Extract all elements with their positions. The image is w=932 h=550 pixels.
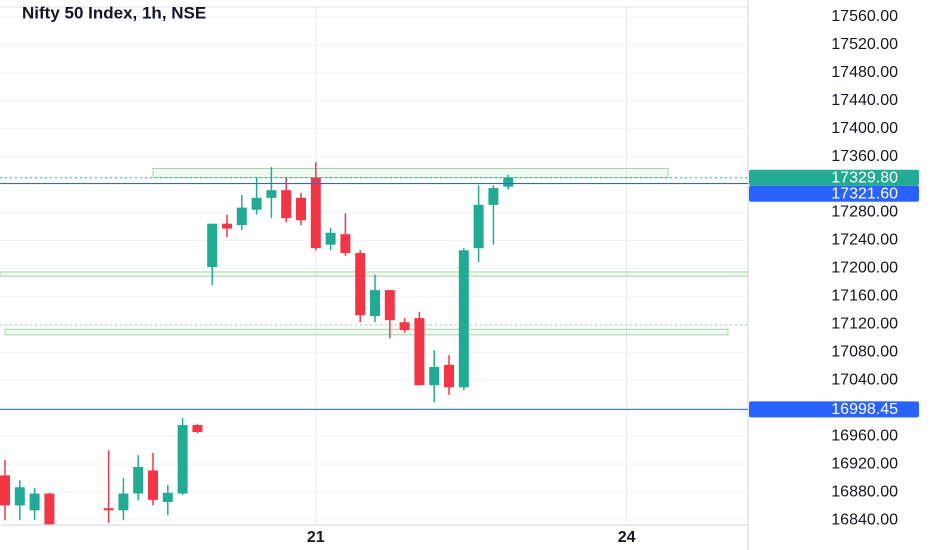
candle-body bbox=[429, 367, 440, 386]
candle-body bbox=[503, 177, 514, 187]
candle-body bbox=[192, 425, 203, 433]
price-tag-label: 17329.80 bbox=[831, 169, 898, 186]
y-tick-label: 17520.00 bbox=[831, 36, 898, 53]
y-tick-label: 16840.00 bbox=[831, 511, 898, 528]
candle-body bbox=[310, 177, 321, 249]
chart-title: Nifty 50 Index, 1h, NSE bbox=[22, 3, 206, 22]
candle-body bbox=[458, 250, 469, 388]
candle-body bbox=[162, 492, 173, 502]
y-tick-label: 17200.00 bbox=[831, 260, 898, 277]
y-tick-label: 17360.00 bbox=[831, 148, 898, 165]
candle-body bbox=[251, 197, 262, 210]
y-tick-label: 17080.00 bbox=[831, 344, 898, 361]
candle-body bbox=[370, 290, 380, 316]
y-tick-label: 16880.00 bbox=[831, 483, 898, 500]
candle-body bbox=[414, 318, 425, 386]
y-tick-label: 17040.00 bbox=[831, 372, 898, 389]
candle-body bbox=[384, 290, 395, 321]
candle-body bbox=[148, 470, 158, 500]
candle-body bbox=[0, 475, 10, 506]
candle-body bbox=[266, 190, 277, 198]
price-tag bbox=[749, 169, 919, 186]
candle-body bbox=[14, 487, 25, 506]
x-tick-label: 24 bbox=[618, 529, 636, 546]
y-tick-label: 17160.00 bbox=[831, 288, 898, 305]
candle-body bbox=[488, 188, 499, 205]
grid bbox=[0, 7, 748, 525]
price-tag-label: 17321.60 bbox=[831, 185, 898, 202]
axes: 16840.00 16880.00 16920.00 16960.00 17040.00… bbox=[307, 8, 919, 546]
candle-body bbox=[355, 253, 366, 316]
candle-body bbox=[29, 493, 40, 511]
y-tick-label: 16920.00 bbox=[831, 455, 898, 472]
candle-body bbox=[340, 234, 351, 254]
candle-body bbox=[103, 508, 114, 511]
candle-body bbox=[118, 493, 129, 511]
candle-body bbox=[473, 204, 484, 249]
price-tag-label: 16998.45 bbox=[831, 401, 898, 418]
zone bbox=[152, 167, 669, 179]
y-tick-label: 17120.00 bbox=[831, 316, 898, 333]
y-tick-label: 17440.00 bbox=[831, 92, 898, 109]
x-tick-label: 21 bbox=[307, 529, 325, 546]
y-tick-label: 16960.00 bbox=[831, 427, 898, 444]
candle-body bbox=[177, 425, 188, 494]
candle-body bbox=[325, 232, 336, 245]
y-tick-label: 17560.00 bbox=[831, 8, 898, 25]
candle-body bbox=[133, 466, 144, 494]
price-tag bbox=[749, 185, 919, 202]
y-tick-label: 17480.00 bbox=[831, 64, 898, 81]
candle-body bbox=[281, 190, 292, 219]
candle-body bbox=[296, 197, 306, 221]
y-tick-label: 17280.00 bbox=[831, 204, 898, 221]
y-tick-label: 17400.00 bbox=[831, 120, 898, 137]
plot bbox=[0, 162, 748, 525]
candle-body bbox=[444, 364, 454, 388]
candle-body bbox=[399, 322, 410, 330]
price-tag bbox=[749, 401, 919, 418]
zone bbox=[0, 271, 748, 277]
zone bbox=[4, 328, 729, 336]
candle-body bbox=[207, 223, 218, 268]
candle-body bbox=[222, 223, 232, 229]
candle-body bbox=[236, 207, 247, 226]
candle-body bbox=[44, 493, 55, 525]
y-tick-label: 17240.00 bbox=[831, 232, 898, 249]
